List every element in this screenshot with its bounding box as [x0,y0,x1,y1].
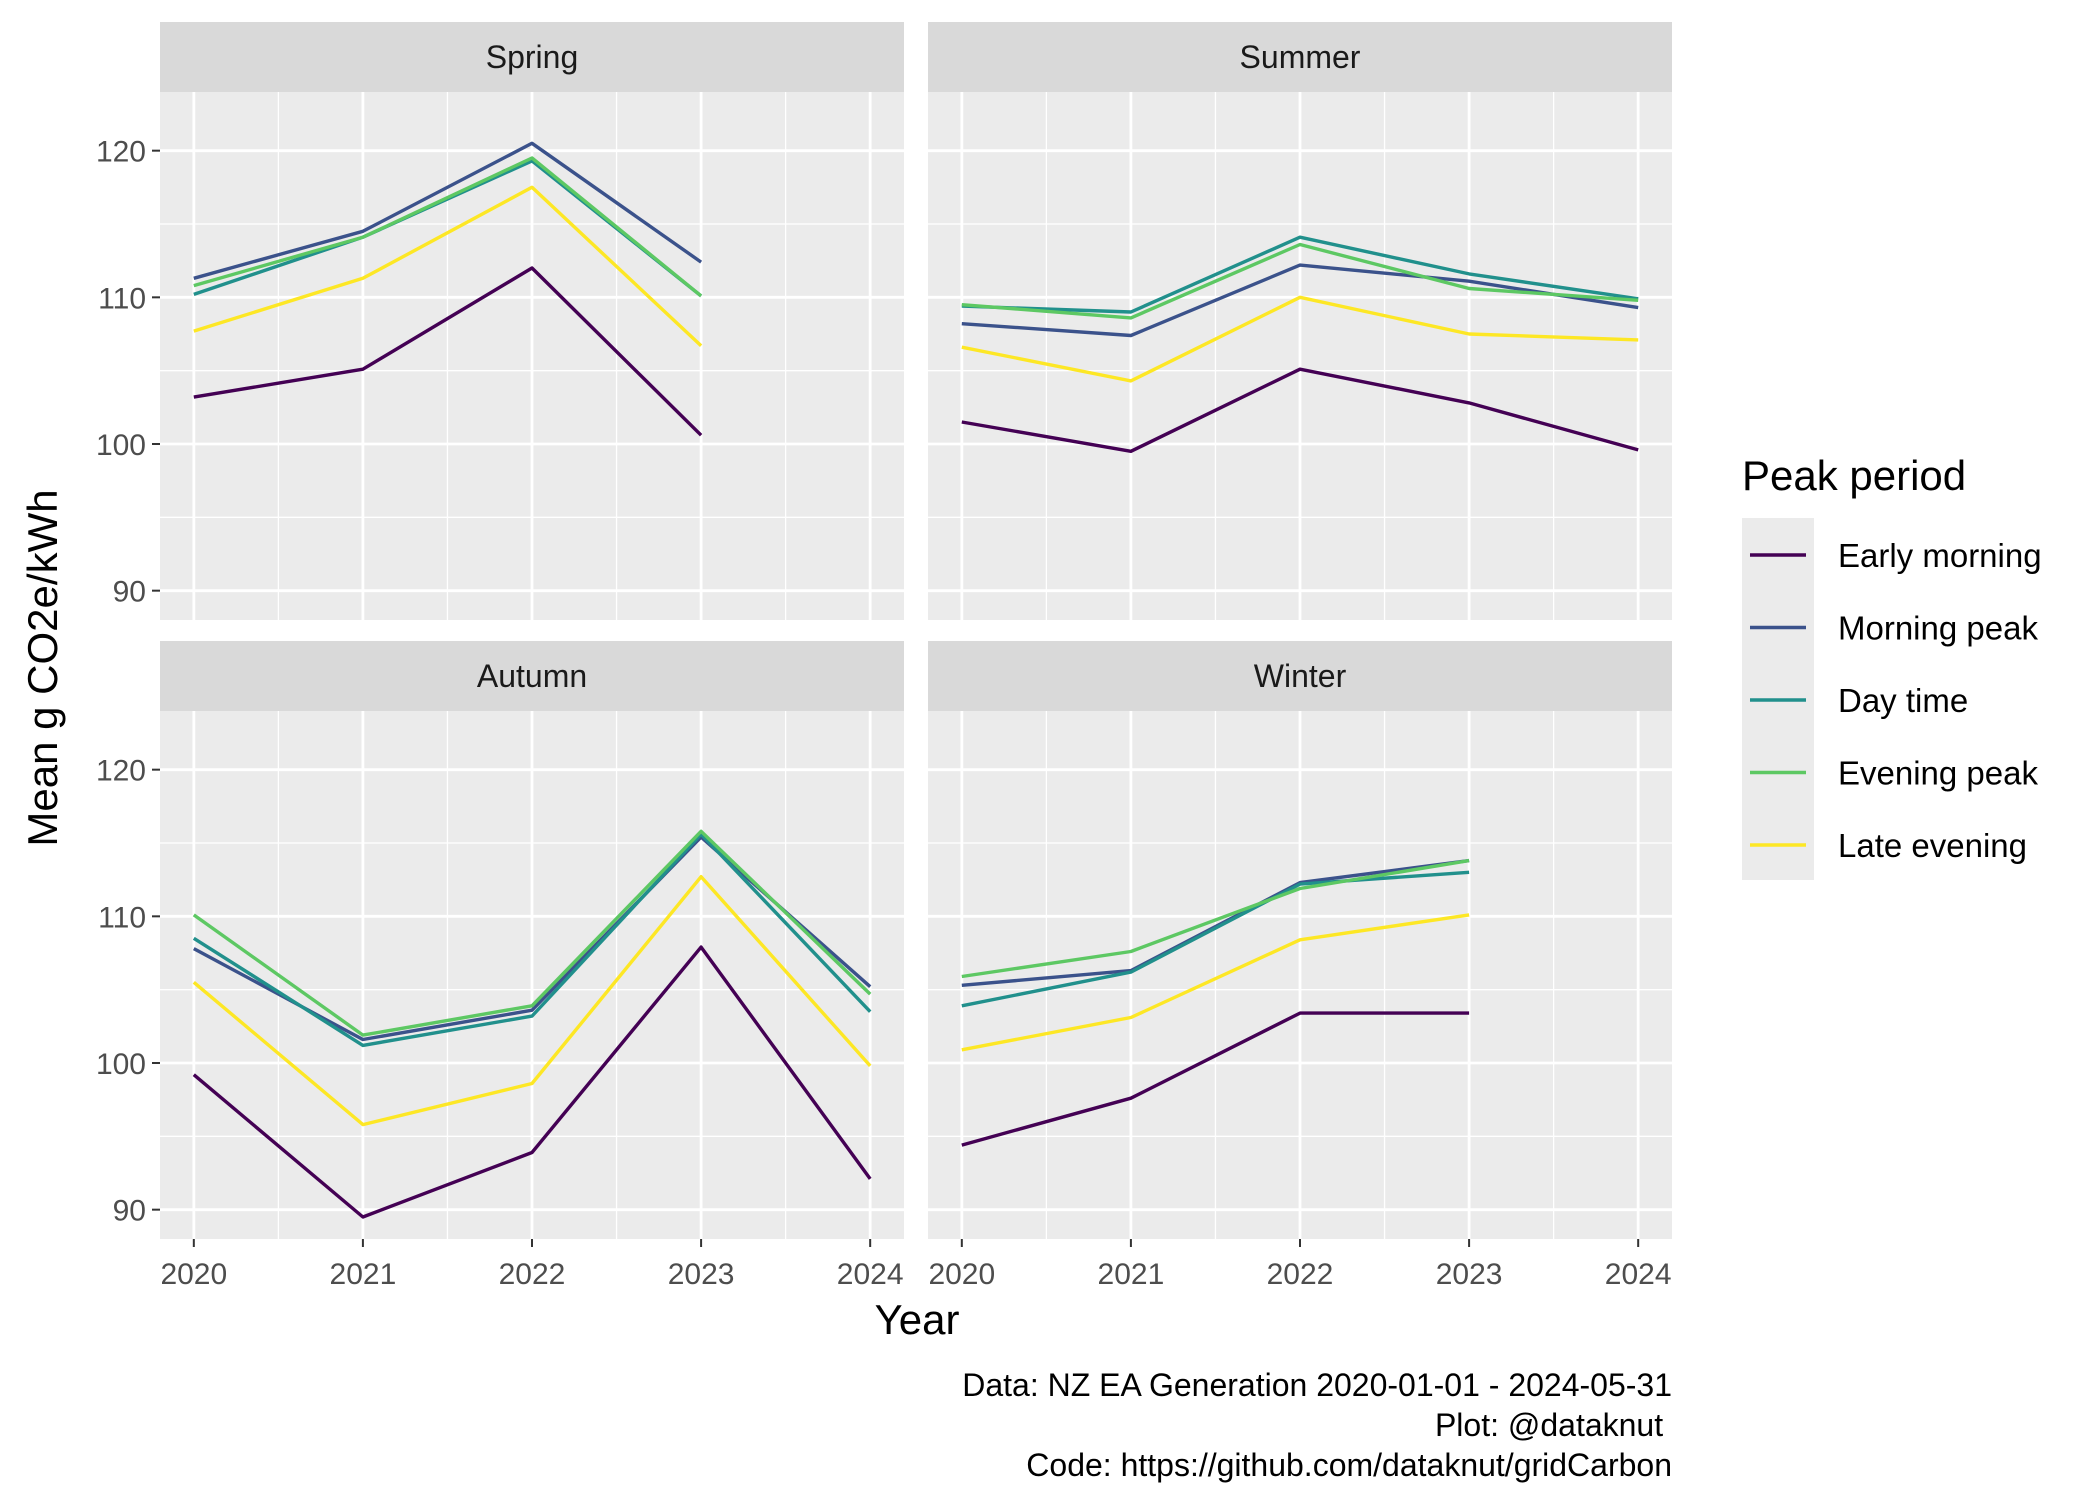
facet-strip-summer [928,22,1672,92]
x-tick-label: 2023 [668,1258,735,1291]
legend-label-day-time: Day time [1838,682,1968,719]
series-line-evening-peak-spring [193,156,703,298]
y-tick-label: 110 [98,901,146,934]
y-axis-title: Mean g CO2e/kWh [19,489,66,846]
facet-label-winter: Winter [1254,658,1347,694]
series-line-morning-peak-summer [961,263,1639,338]
facet-spring: Spring [160,22,904,620]
y-tick-label: 100 [96,429,146,462]
series-line-late-evening-autumn [192,875,872,1127]
facet-strip-spring [160,22,904,92]
y-tick-label: 110 [98,282,146,315]
y-tick-label: 120 [96,755,146,788]
x-tick-label: 2021 [1098,1258,1165,1291]
facet-strip-autumn [160,641,904,711]
series-line-evening-peak-winter [961,858,1470,979]
caption: Data: NZ EA Generation 2020-01-01 - 2024… [962,1367,1672,1483]
series-line-late-evening-spring [193,185,703,347]
series-line-early-morning-winter [961,1011,1470,1147]
y-tick-label: 90 [113,576,146,609]
legend-label-early-morning: Early morning [1838,537,2042,574]
legend-item-evening-peak: Evening peak [1750,755,2038,792]
series-line-day-time-winter [961,870,1470,1008]
legend-item-late-evening: Late evening [1750,827,2027,864]
x-tick-label: 2024 [1605,1258,1672,1291]
legend-label-late-evening: Late evening [1838,827,2027,864]
series-line-evening-peak-autumn [192,829,872,1037]
legend-item-day-time: Day time [1750,682,1968,719]
series-line-early-morning-spring [193,266,703,437]
x-tick-label: 2022 [499,1258,566,1291]
facet-autumn: Autumn [160,641,904,1239]
facet-label-summer: Summer [1240,39,1361,75]
facet-panels: Spring Summer Autumn Winter [160,22,1672,1239]
series-line-late-evening-summer [961,295,1639,383]
x-tick-label: 2024 [837,1258,904,1291]
y-tick-label: 120 [96,136,146,169]
series-line-late-evening-winter [961,913,1470,1052]
legend-item-early-morning: Early morning [1750,537,2042,574]
series-line-day-time-autumn [192,832,872,1048]
facet-label-spring: Spring [486,39,579,75]
facet-label-autumn: Autumn [477,658,587,694]
series-line-morning-peak-spring [193,141,703,280]
x-tick-label: 2022 [1267,1258,1334,1291]
y-tick-label: 100 [96,1048,146,1081]
facet-winter: Winter [928,641,1672,1239]
y-axis-ticks: 90 100 110 120 90 100 110 120 [96,136,160,1228]
x-axis-ticks: 2020 2021 2022 2023 2024 2020 2021 2022 2023 2024 [160,1239,1672,1291]
y-tick-label: 90 [113,1195,146,1228]
legend-items: Early morning Morning peak Day time Evening… [1750,537,2042,864]
x-tick-label: 2020 [928,1258,995,1291]
legend-title: Peak period [1742,452,1966,499]
x-tick-label: 2021 [330,1258,397,1291]
legend-item-morning-peak: Morning peak [1750,610,2038,647]
caption-code-link: Code: https://github.com/dataknut/gridCa… [1026,1447,1672,1483]
legend-label-evening-peak: Evening peak [1838,755,2038,792]
facet-strip-winter [928,641,1672,711]
x-tick-label: 2020 [160,1258,227,1291]
legend-label-morning-peak: Morning peak [1838,610,2038,647]
series-line-evening-peak-summer [961,242,1639,320]
legend: Peak period Early morning Morning peak Day… [1742,452,2042,880]
caption-data-source: Data: NZ EA Generation 2020-01-01 - 2024… [962,1367,1672,1403]
series-line-early-morning-autumn [192,945,872,1219]
caption-plot-credit: Plot: @dataknut [1435,1407,1672,1443]
x-tick-label: 2023 [1436,1258,1503,1291]
facet-summer: Summer [928,22,1672,620]
series-line-day-time-summer [961,235,1639,314]
series-line-early-morning-summer [961,367,1639,453]
x-axis-title: Year [875,1296,960,1343]
